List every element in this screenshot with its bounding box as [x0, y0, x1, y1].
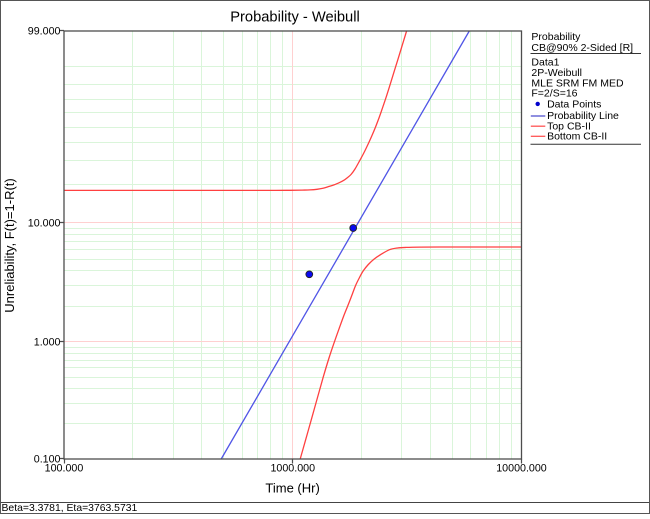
svg-text:99.000: 99.000 — [28, 26, 61, 38]
svg-text:Probability Line: Probability Line — [547, 110, 619, 122]
svg-text:Probability: Probability — [531, 31, 581, 43]
svg-text:CB@90% 2-Sided [R]: CB@90% 2-Sided [R] — [531, 42, 633, 54]
svg-text:Probability - Weibull: Probability - Weibull — [230, 9, 360, 25]
svg-text:Unreliability, F(t)=1-R(t): Unreliability, F(t)=1-R(t) — [2, 178, 17, 312]
svg-text:Data1: Data1 — [531, 57, 559, 69]
svg-text:Beta=3.3781, Eta=3763.5731: Beta=3.3781, Eta=3763.5731 — [2, 503, 138, 514]
svg-text:Data Points: Data Points — [547, 98, 601, 110]
svg-text:0.100: 0.100 — [34, 454, 61, 466]
svg-text:MLE SRM FM MED: MLE SRM FM MED — [531, 78, 624, 90]
svg-text:10.000: 10.000 — [28, 217, 61, 229]
svg-text:F=2/S=16: F=2/S=16 — [531, 88, 577, 100]
svg-text:Bottom CB-II: Bottom CB-II — [547, 131, 607, 143]
svg-text:Top CB-II: Top CB-II — [547, 120, 591, 132]
svg-text:100.000: 100.000 — [45, 462, 84, 474]
svg-text:Time (Hr): Time (Hr) — [265, 480, 319, 495]
svg-text:1.000: 1.000 — [34, 337, 61, 349]
svg-text:1000.000: 1000.000 — [270, 462, 315, 474]
svg-text:2P-Weibull: 2P-Weibull — [531, 67, 582, 79]
svg-text:10000.000: 10000.000 — [496, 462, 547, 474]
